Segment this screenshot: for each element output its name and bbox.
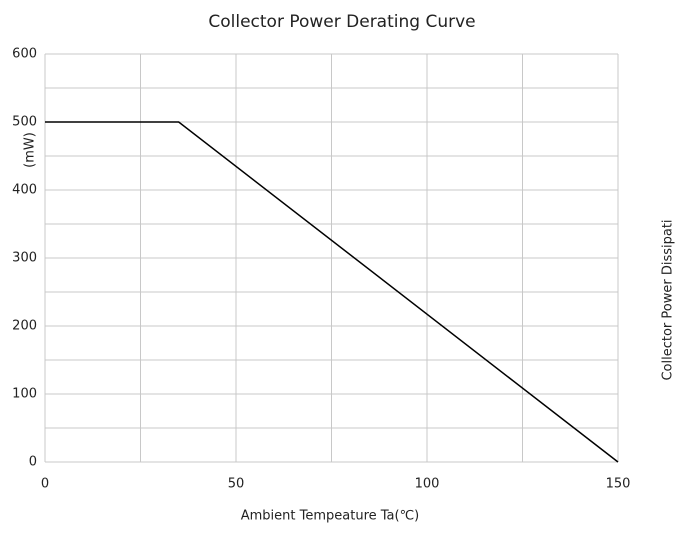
y-tick-label: 600 <box>12 47 37 62</box>
y-tick-label: 400 <box>12 183 37 198</box>
y-axis-label: (mW) <box>23 132 38 168</box>
x-tick-label: 100 <box>415 477 440 492</box>
chart-title: Collector Power Derating Curve <box>208 12 475 32</box>
y-tick-label: 100 <box>12 387 37 402</box>
x-axis-label: Ambient Tempeature Ta(℃) <box>241 509 420 524</box>
data-line <box>45 121 619 463</box>
x-tick-label: 50 <box>228 477 245 492</box>
y-tick-label: 200 <box>12 319 37 334</box>
right-label: Collector Power Dissipati <box>661 219 676 380</box>
y-tick-label: 0 <box>29 455 37 470</box>
x-tick-label: 0 <box>41 477 49 492</box>
y-tick-label: 500 <box>12 115 37 130</box>
x-tick-label: 150 <box>606 477 631 492</box>
y-tick-label: 300 <box>12 251 37 266</box>
